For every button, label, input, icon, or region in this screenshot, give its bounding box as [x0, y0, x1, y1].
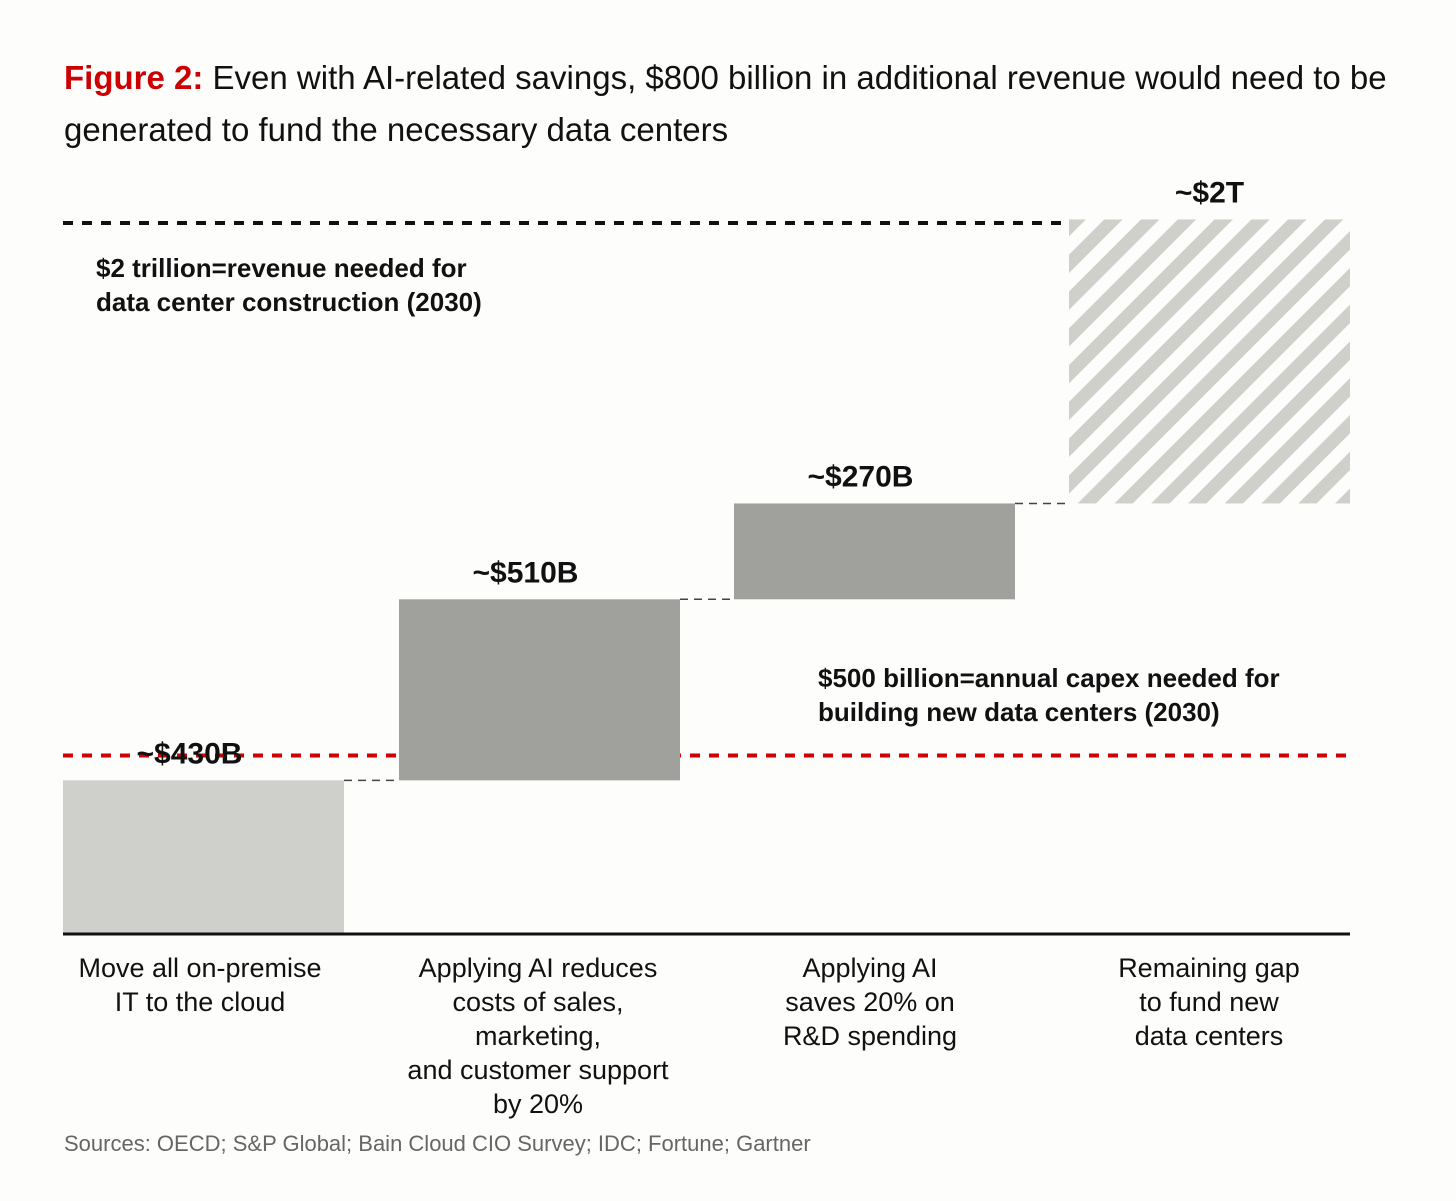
bar-sales-costs: [399, 599, 680, 781]
value-label-cloud: ~$430B: [137, 737, 243, 770]
category-label-remaining-gap: Remaining gap to fund new data centers: [1118, 953, 1300, 1051]
chart-title: Figure 2: Even with AI-related savings, …: [64, 52, 1394, 156]
bar-cloud: [63, 780, 344, 933]
annotation-capex-needed: $500 billion=annual capex needed for bui…: [818, 663, 1280, 727]
value-label-sales-costs: ~$510B: [473, 556, 579, 589]
bar-rd-spending: [734, 503, 1015, 600]
title-text: Even with AI-related savings, $800 billi…: [64, 59, 1387, 148]
category-label-rd-spending: Applying AI saves 20% on R&D spending: [782, 953, 958, 1051]
category-label-sales-costs: Applying AI reduces costs of sales, mark…: [407, 953, 669, 1119]
category-label-cloud: Move all on-premise IT to the cloud: [78, 953, 322, 1017]
value-label-rd-spending: ~$270B: [808, 460, 914, 493]
source-note: Sources: OECD; S&P Global; Bain Cloud CI…: [64, 1131, 811, 1156]
annotation-revenue-needed: $2 trillion=revenue needed for data cent…: [96, 253, 482, 317]
figure-label: Figure 2:: [64, 59, 204, 96]
bar-remaining-gap: [1069, 219, 1350, 504]
value-label-remaining-gap: ~$2T: [1175, 176, 1244, 209]
